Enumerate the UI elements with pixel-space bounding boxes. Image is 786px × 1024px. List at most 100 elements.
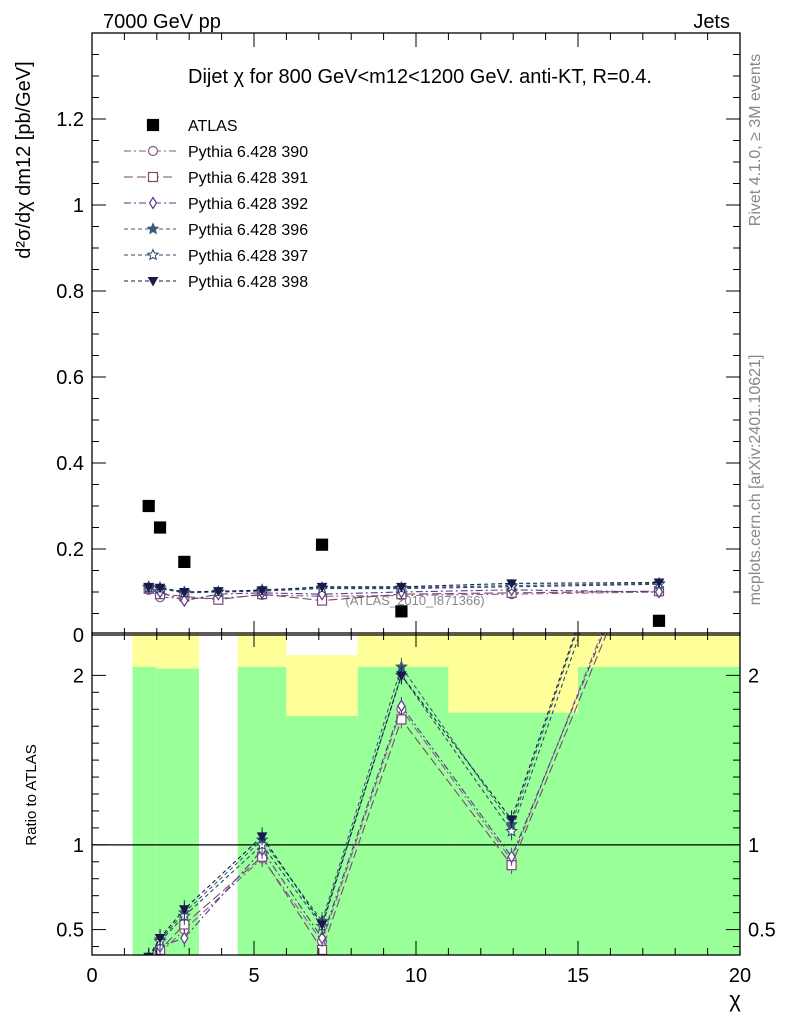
main-data-point — [180, 593, 189, 608]
ratio-data-point — [144, 959, 153, 968]
legend-marker — [147, 145, 159, 157]
main-ytick-label: 0.4 — [56, 453, 84, 475]
ratio-ytick-label-right: 2 — [748, 665, 759, 687]
main-data-point — [142, 499, 155, 513]
legend-label: Pythia 6.428 391 — [188, 170, 308, 187]
rivet-label: Rivet 4.1.0, ≥ 3M events — [747, 54, 764, 226]
legend-label: Pythia 6.428 398 — [188, 274, 308, 291]
ratio-data-point — [154, 934, 166, 944]
ratio-bands — [132, 633, 740, 955]
watermark: (ATLAS_2010_I871366) — [345, 593, 484, 608]
main-ytick-label: 1 — [73, 195, 84, 217]
ratio-data-point — [256, 832, 268, 842]
legend-entry: Pythia 6.428 392 — [124, 196, 308, 213]
main-ytick-label: 0.8 — [56, 281, 84, 303]
ratio-data-point — [144, 959, 153, 968]
main-data-point — [395, 605, 408, 618]
ratio-xtick-label: 10 — [405, 965, 427, 987]
ratio-band-green — [237, 666, 287, 955]
main-data-point — [178, 555, 191, 569]
main-series-6 — [143, 578, 665, 598]
ratio-ytick-label-right: 0.5 — [748, 920, 776, 942]
ratio-data-point — [317, 931, 327, 945]
ratio-data-point — [178, 905, 190, 915]
legend-label: ATLAS — [188, 118, 238, 135]
legend-label: Pythia 6.428 397 — [188, 248, 308, 265]
legend-marker — [147, 171, 159, 183]
legend-marker — [147, 277, 159, 287]
main-data-point — [143, 582, 155, 593]
main-data-point — [178, 588, 190, 598]
mcplots-label: mcplots.cern.ch [arXiv:2401.10621] — [747, 355, 764, 606]
main-ylabel: d²σ/dχ dm12 [pb/GeV] — [13, 61, 35, 258]
main-data-point — [315, 538, 329, 551]
ratio-series-line — [150, 633, 581, 955]
legend-marker — [148, 196, 158, 210]
legend-marker — [146, 118, 160, 132]
ratio-ytick-label: 0.5 — [56, 920, 84, 942]
header-left: 7000 GeV pp — [103, 11, 221, 33]
main-title: Dijet χ for 800 GeV<m12<1200 GeV. anti-K… — [188, 66, 652, 88]
ratio-band-green — [132, 666, 157, 955]
ratio-data-point — [656, 492, 663, 503]
ratio-data-point — [180, 931, 189, 945]
ratio-frame — [91, 632, 741, 956]
ratio-data-point — [654, 382, 664, 392]
legend-entry: Pythia 6.428 398 — [124, 274, 308, 291]
ratio-series-line — [152, 633, 604, 955]
main-data-point — [256, 586, 268, 596]
legend: ATLAS Pythia 6.428 390 Pythia 6.428 391 Pyt… — [124, 118, 308, 291]
ratio-xtick-label: 0 — [86, 965, 97, 987]
ratio-data-point — [507, 850, 516, 864]
ratio-ytick-label: 2 — [73, 665, 84, 687]
ratio-plot: 0.5 0.51 12 20 5 10 15 20 Ratio to ATLAS χ — [23, 382, 776, 1012]
legend-entry: ATLAS — [146, 118, 238, 135]
main-data-point — [153, 521, 167, 534]
main-plot: 0 0.2 0.4 0.6 0.8 1 1.2 (ATLAS_2010_I871366) D… — [13, 32, 741, 647]
ratio-band-green — [156, 668, 199, 955]
x-axis-label: χ — [729, 987, 741, 1012]
legend-label: Pythia 6.428 390 — [188, 144, 308, 161]
main-ytick-label: 0.2 — [56, 539, 84, 561]
legend-marker — [146, 248, 160, 261]
ratio-band-green — [578, 666, 740, 955]
legend-entry: Pythia 6.428 391 — [124, 170, 308, 187]
legend-entry: Pythia 6.428 397 — [124, 248, 308, 265]
ratio-data-point — [655, 501, 664, 510]
main-data-point — [396, 582, 407, 593]
header-right: Jets — [693, 11, 730, 33]
main-data-point — [652, 614, 666, 627]
main-ytick-label: 0.6 — [56, 367, 84, 389]
ratio-series-line — [149, 633, 576, 955]
main-data-point — [154, 583, 166, 594]
main-data-point — [506, 579, 517, 589]
ratio-xtick-label: 20 — [729, 965, 751, 987]
ratio-data-point — [147, 953, 150, 955]
ratio-data-point — [316, 920, 328, 931]
main-ytick-label: 1.2 — [56, 109, 84, 131]
ratio-series-5 — [143, 384, 664, 955]
main-series-0 — [142, 499, 666, 627]
ratio-ytick-label: 1 — [73, 835, 84, 857]
legend-entry: Pythia 6.428 390 — [124, 144, 308, 161]
ratio-data-point — [396, 714, 407, 725]
legend-label: Pythia 6.428 392 — [188, 196, 308, 213]
main-data-point — [316, 582, 328, 593]
ratio-data-point — [655, 484, 664, 493]
main-ytick-label: 0 — [73, 625, 84, 647]
legend-entry: Pythia 6.428 396 — [124, 222, 308, 239]
main-data-point — [653, 578, 665, 589]
ratio-data-point — [397, 699, 406, 713]
legend-marker — [146, 222, 160, 235]
legend-label: Pythia 6.428 396 — [188, 222, 308, 239]
ratio-data-point — [505, 824, 519, 837]
ratio-xtick-label: 5 — [248, 965, 259, 987]
ratio-ytick-label-right: 1 — [748, 835, 759, 857]
ratio-series-line — [155, 633, 608, 955]
ratio-ylabel: Ratio to ATLAS — [23, 744, 40, 845]
ratio-data-point — [655, 384, 664, 392]
ratio-data-point — [654, 399, 664, 409]
main-data-point — [654, 585, 664, 599]
main-data-point — [213, 587, 224, 597]
